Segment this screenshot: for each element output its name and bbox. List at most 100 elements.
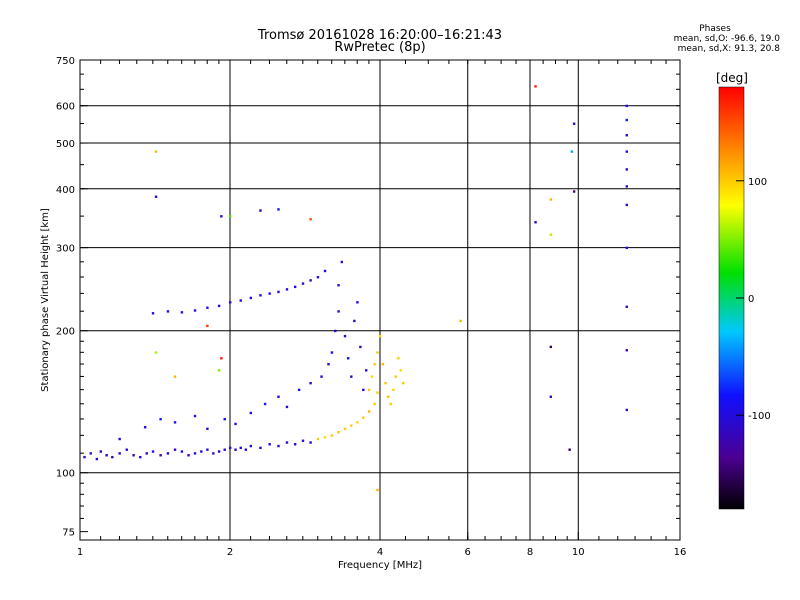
data-point (625, 408, 628, 412)
data-point (259, 209, 262, 212)
phase-stats-x: mean, sd,X: 91.3, 20.8 (677, 44, 780, 54)
data-point (399, 369, 403, 372)
data-point (320, 375, 323, 378)
x-tick-label: 8 (527, 547, 533, 558)
data-point (402, 381, 405, 385)
data-point (370, 375, 374, 378)
data-point (330, 351, 334, 354)
data-point (173, 375, 177, 378)
data-point (362, 416, 365, 419)
data-point (139, 455, 142, 459)
data-point (337, 284, 340, 287)
data-point (95, 457, 99, 461)
data-point (206, 427, 209, 431)
data-point (340, 260, 344, 264)
y-tick-label: 75 (62, 528, 75, 539)
y-tick-label: 400 (56, 185, 75, 196)
data-point (118, 437, 121, 441)
data-point (359, 345, 362, 349)
data-point (173, 448, 177, 451)
data-point (309, 441, 312, 444)
data-point (381, 363, 385, 366)
x-axis-label: Frequency [MHz] (338, 560, 422, 571)
data-point (159, 417, 162, 421)
data-point (206, 306, 209, 309)
data-point (362, 388, 365, 392)
data-point (293, 285, 297, 289)
data-point (263, 402, 267, 406)
data-point (234, 422, 237, 426)
data-point (151, 312, 155, 315)
data-point (570, 150, 574, 153)
data-point (173, 421, 177, 424)
data-point (285, 288, 289, 291)
data-point (625, 104, 628, 108)
data-point (206, 448, 209, 451)
data-point (330, 434, 334, 437)
data-point (334, 329, 337, 333)
y-axis-label: Stationary phase Virtual Height [km] (40, 208, 51, 392)
data-point (159, 454, 162, 457)
y-tick-label: 500 (56, 139, 75, 150)
data-point (118, 452, 121, 455)
data-point (180, 311, 184, 314)
data-point (367, 388, 371, 392)
data-point (166, 452, 170, 455)
data-point (625, 168, 628, 171)
data-point (277, 208, 280, 211)
data-point (343, 334, 347, 338)
data-point (572, 190, 576, 193)
data-point (277, 444, 280, 448)
data-point (350, 424, 353, 427)
data-point (534, 85, 537, 88)
data-point (384, 381, 387, 385)
data-point (625, 134, 628, 137)
data-point (193, 414, 197, 418)
data-point (379, 334, 382, 338)
data-point (220, 357, 223, 360)
axis-layer: 1 2 4 6 8 10 16 75 100 200 300 400 500 600 750 (56, 56, 686, 558)
y-tick-label: 600 (56, 102, 75, 113)
data-point (145, 452, 148, 455)
data-point (392, 388, 395, 392)
data-point (244, 448, 248, 451)
data-point (239, 299, 242, 302)
data-point (268, 443, 271, 446)
data-point (568, 448, 571, 451)
data-point (301, 282, 305, 285)
data-point (259, 446, 262, 450)
data-point (337, 430, 340, 434)
data-point (229, 446, 232, 450)
phase-stats-header: Phases (699, 24, 731, 34)
colorbar-label: [deg] (716, 71, 748, 85)
data-point (268, 292, 271, 295)
colorbar-tick-label: 100 (748, 177, 767, 188)
data-point (83, 455, 86, 459)
x-tick-label: 6 (465, 547, 471, 558)
x-tick-label: 16 (674, 547, 687, 558)
data-point (105, 454, 108, 457)
plot-frame (79, 59, 681, 541)
data-point (206, 324, 209, 328)
data-point (217, 304, 221, 308)
x-tick-label: 1 (77, 547, 83, 558)
colorbar: [deg] 100 0 -100 (716, 71, 771, 510)
data-point (356, 301, 359, 304)
data-point (337, 310, 340, 313)
data-point (394, 375, 398, 378)
data-point (277, 290, 280, 294)
data-point (132, 454, 135, 457)
data-point (534, 221, 537, 224)
data-point (309, 218, 312, 221)
data-point (154, 195, 158, 198)
data-point (125, 448, 128, 451)
data-point (193, 309, 197, 312)
data-point (154, 150, 158, 153)
chart-title: Tromsø 20161028 16:20:00–16:21:43 (257, 28, 503, 43)
data-point (459, 319, 462, 323)
data-point (625, 246, 628, 250)
data-point (625, 349, 628, 352)
colorbar-tick-label: 0 (748, 294, 754, 305)
data-point (143, 426, 147, 429)
data-point (353, 319, 356, 323)
